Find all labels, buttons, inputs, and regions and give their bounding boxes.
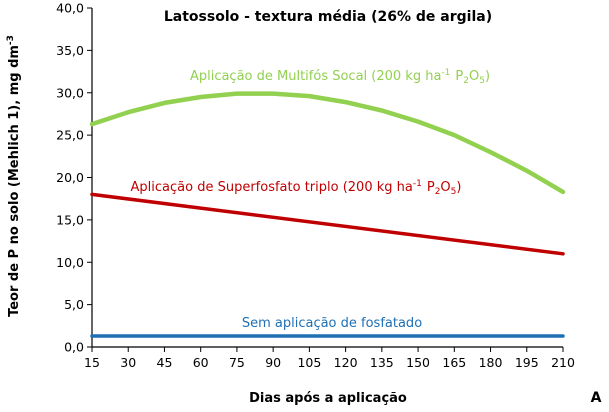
y-tick-label: 15,0 (56, 212, 84, 227)
x-tick-label: 195 (515, 355, 539, 370)
y-tick-label: 20,0 (56, 170, 84, 185)
y-tick-label: 5,0 (64, 297, 84, 312)
x-tick-label: 90 (265, 355, 281, 370)
chart-title: Latossolo - textura média (26% de argila… (164, 9, 492, 25)
x-tick-label: 60 (193, 355, 209, 370)
x-tick-label: 75 (229, 355, 245, 370)
series-label-sem-aplicacao: Sem aplicação de fosfatado (242, 316, 422, 331)
series-line-multifos (89, 91, 566, 195)
panel-letter: A (591, 390, 602, 406)
x-tick-label: 180 (479, 355, 503, 370)
x-tick-label: 45 (157, 355, 173, 370)
x-tick-label: 105 (297, 355, 321, 370)
x-axis-title: Dias após a aplicação (249, 391, 407, 406)
y-tick-label: 30,0 (56, 85, 84, 100)
y-tick-label: 25,0 (56, 128, 84, 143)
axes: 0,0 5,0 10,0 15,0 20,0 25,0 30,0 35,0 40,0 15 30 45… (56, 1, 575, 371)
y-axis-title-sup: -3 (6, 35, 16, 45)
series-layer (89, 91, 566, 338)
x-tick-label: 120 (334, 355, 358, 370)
series-line-superfosfato (90, 192, 565, 256)
series-label-multifos: Aplicação de Multifós Socal (200 kg ha-1… (190, 68, 490, 86)
y-tick-label: 10,0 (56, 255, 84, 270)
y-tick-label: 0,0 (64, 340, 84, 355)
y-axis-title: Teor de P no solo (Mehlich 1), mg dm-3 (6, 35, 22, 317)
x-tick-label: 135 (370, 355, 394, 370)
x-tick-label: 150 (406, 355, 430, 370)
y-axis-title-main: Teor de P no solo (Mehlich 1), mg dm (7, 45, 22, 317)
y-tick-label: 35,0 (56, 43, 84, 58)
y-tick-label: 40,0 (56, 1, 84, 16)
x-tick-label: 165 (442, 355, 466, 370)
x-tick-label: 15 (84, 355, 100, 370)
x-tick-label: 30 (120, 355, 136, 370)
x-tick-label: 210 (551, 355, 575, 370)
series-label-superfosfato: Aplicação de Superfosfato triplo (200 kg… (131, 179, 462, 197)
